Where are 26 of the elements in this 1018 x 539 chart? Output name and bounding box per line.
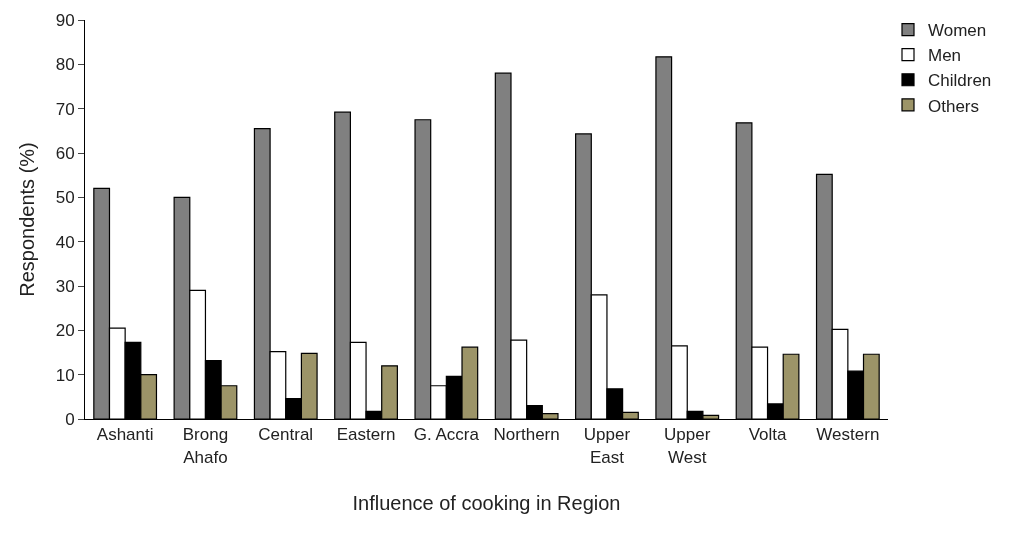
y-tick-label: 70: [55, 99, 75, 119]
y-tick-label: 30: [55, 276, 75, 296]
legend-label: Others: [928, 96, 980, 116]
x-tick-label: Central: [258, 425, 314, 445]
x-tick-label: Ashanti: [96, 425, 154, 445]
x-tick-label: Upper West: [664, 425, 711, 467]
y-tick-label: 60: [55, 143, 75, 163]
y-tick-label: 80: [55, 55, 75, 75]
legend-label: Children: [928, 71, 992, 91]
x-tick-label: Eastern: [336, 425, 396, 445]
x-tick-label: Northern: [493, 425, 560, 445]
y-tick-label: 10: [55, 365, 75, 385]
y-tick-label: 0: [65, 409, 75, 429]
x-axis-title: Influence of cooking in Region: [352, 492, 621, 514]
x-tick-label: Brong Ahafo: [182, 425, 229, 467]
x-tick-label: Western: [816, 425, 880, 445]
y-tick-label: 50: [55, 188, 75, 208]
x-tick-label: G. Accra: [413, 425, 480, 445]
x-tick-label: Volta: [748, 425, 787, 445]
y-axis-title: Respondents (%): [16, 142, 39, 297]
legend-label: Women: [928, 21, 987, 41]
legend-label: Men: [928, 46, 962, 66]
y-tick-label: 20: [55, 321, 75, 341]
y-tick-label: 90: [55, 10, 75, 30]
y-tick-label: 40: [55, 232, 75, 252]
x-tick-label: Upper East: [583, 425, 631, 467]
